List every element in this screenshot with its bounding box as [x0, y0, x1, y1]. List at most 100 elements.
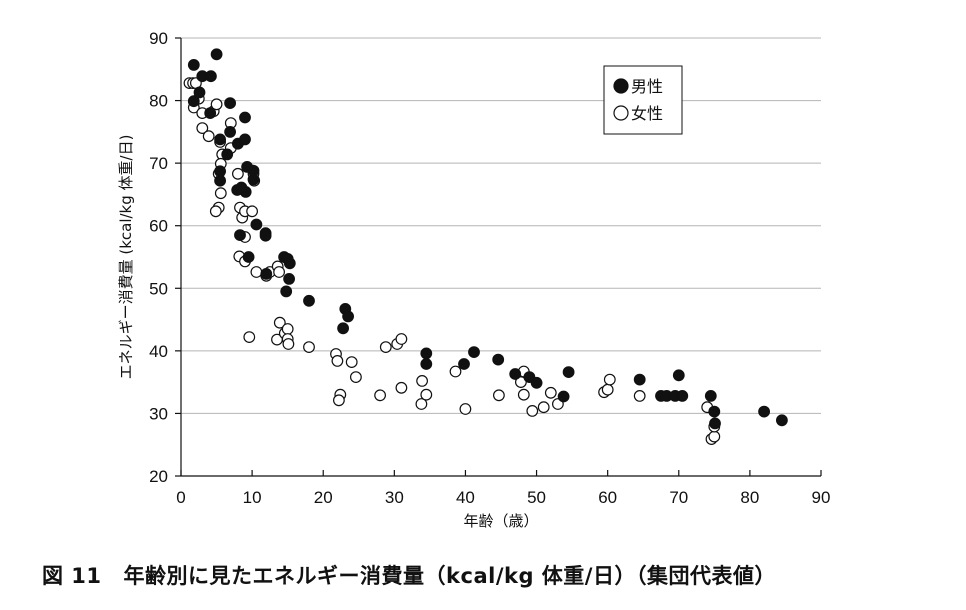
figure-title: 年齢別に見たエネルギー消費量（kcal/kg 体重/日）（集団代表値） [123, 564, 776, 588]
x-tick-label-90: 90 [812, 488, 831, 507]
point-male-9 [224, 97, 237, 109]
point-female-72 [708, 430, 721, 443]
point-female-43 [331, 355, 344, 367]
point-male-12 [239, 111, 251, 124]
point-male-44 [530, 376, 543, 389]
point-female-57 [459, 403, 472, 415]
point-male-22 [250, 218, 263, 231]
point-male-42 [509, 368, 522, 380]
point-male-45 [557, 390, 570, 403]
point-male-53 [704, 390, 717, 402]
point-male-7 [214, 133, 227, 146]
legend-box [603, 65, 683, 135]
x-tick-label-0: 0 [176, 488, 185, 507]
point-male-46 [562, 366, 575, 379]
point-female-35 [273, 316, 286, 329]
point-male-57 [776, 414, 788, 427]
legend-marker-male [613, 78, 629, 94]
point-male-55 [709, 417, 721, 430]
x-tick-label-10: 10 [243, 488, 262, 507]
y-tick-label-80: 80 [149, 92, 168, 111]
axes [180, 38, 821, 477]
point-female-41 [303, 341, 315, 354]
point-male-39 [458, 358, 470, 370]
point-male-13 [239, 133, 251, 146]
point-male-33 [303, 294, 315, 307]
point-male-6 [204, 107, 217, 119]
point-male-31 [283, 273, 296, 285]
point-male-4 [210, 48, 223, 61]
legend-label-female: 女性 [631, 104, 663, 123]
point-female-69 [633, 390, 646, 402]
point-male-15 [214, 174, 227, 187]
point-female-40 [282, 338, 295, 350]
point-female-7 [202, 130, 215, 143]
point-female-52 [395, 381, 408, 394]
point-female-61 [517, 388, 530, 401]
point-male-8 [221, 148, 234, 161]
legend-marker-female [613, 105, 629, 121]
point-female-19 [231, 167, 244, 180]
point-female-64 [544, 386, 557, 399]
tick-marks [175, 37, 822, 477]
point-female-6 [196, 122, 209, 135]
x-tick-label-20: 20 [314, 488, 333, 507]
point-female-29 [250, 266, 263, 278]
x-axis-title: 年齢（歳） [463, 512, 538, 530]
point-male-10 [224, 125, 237, 138]
point-female-51 [395, 333, 408, 345]
point-male-25 [259, 229, 272, 242]
point-female-56 [449, 365, 462, 378]
point-male-37 [420, 347, 433, 360]
legend: 男性 女性 [603, 65, 683, 135]
point-male-54 [708, 405, 721, 418]
point-male-36 [337, 322, 350, 335]
point-female-9 [210, 98, 223, 111]
x-tick-labels: 0 10 20 30 40 50 60 70 80 90 [176, 488, 830, 507]
y-tick-label-40: 40 [149, 342, 168, 361]
point-female-49 [379, 341, 392, 354]
point-male-40 [468, 346, 480, 359]
scatter-chart: 0 10 20 30 40 50 60 70 80 90 20 30 40 50 60 70 80 90 年齢（… [117, 29, 830, 530]
point-male-51 [672, 369, 685, 382]
point-female-38 [281, 323, 294, 335]
point-female-68 [603, 373, 616, 386]
y-tick-label-70: 70 [149, 154, 168, 173]
point-male-27 [260, 268, 273, 280]
point-female-55 [420, 388, 433, 401]
y-tick-label-90: 90 [149, 29, 168, 48]
point-female-46 [333, 394, 345, 407]
point-female-16 [209, 205, 222, 218]
point-male-38 [420, 358, 433, 370]
point-female-33 [273, 266, 286, 278]
point-female-58 [493, 389, 505, 402]
y-tick-label-20: 20 [149, 467, 168, 486]
point-male-35 [342, 310, 355, 323]
legend-label-male: 男性 [631, 77, 663, 96]
point-female-63 [537, 401, 550, 414]
point-female-59 [515, 376, 527, 389]
figure-number: 図 11 [42, 564, 102, 588]
x-tick-label-70: 70 [669, 488, 688, 507]
point-female-48 [374, 389, 387, 402]
x-tick-label-50: 50 [527, 488, 546, 507]
x-tick-label-30: 30 [385, 488, 404, 507]
point-male-26 [242, 251, 255, 263]
point-female-14 [214, 187, 227, 200]
figure-caption: 図 11 年齢別に見たエネルギー消費量（kcal/kg 体重/日）（集団代表値） [42, 560, 776, 590]
point-female-24 [246, 205, 259, 218]
y-tick-label-60: 60 [149, 217, 168, 236]
point-male-56 [758, 405, 770, 418]
point-male-41 [492, 353, 505, 366]
point-male-5 [193, 86, 206, 99]
point-male-3 [204, 70, 217, 83]
point-male-30 [283, 257, 296, 270]
y-axis-title: エネルギー消費量 (kcal/kg 体重/日) [117, 135, 135, 380]
y-tick-labels: 20 30 40 50 60 70 80 90 [149, 29, 168, 486]
x-tick-label-80: 80 [740, 488, 759, 507]
x-tick-label-60: 60 [598, 488, 617, 507]
point-male-21 [235, 181, 248, 194]
x-tick-label-40: 40 [456, 488, 475, 507]
point-female-53 [416, 375, 429, 387]
point-male-18 [247, 173, 260, 186]
